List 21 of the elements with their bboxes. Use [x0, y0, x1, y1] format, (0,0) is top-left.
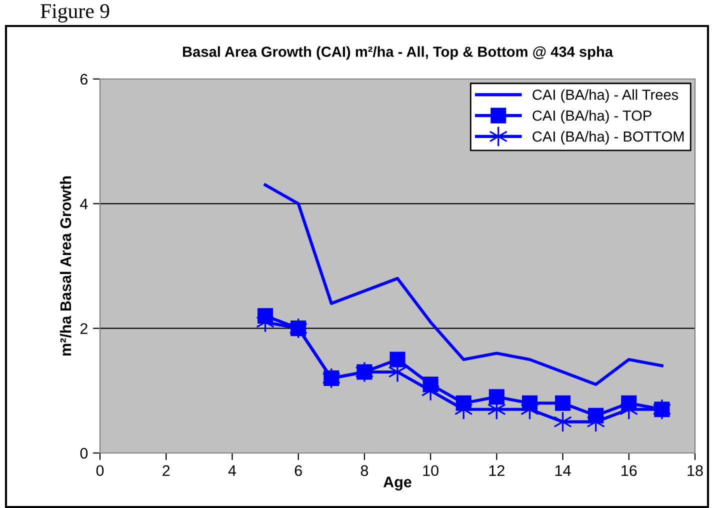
chart-title: Basal Area Growth (CAI) m²/ha - All, Top & Bottom @ 434 spha	[183, 46, 614, 60]
x-tick-label: 14	[555, 465, 571, 476]
y-tick-label: 2	[80, 323, 88, 334]
x-tick-label: 6	[294, 465, 302, 476]
y-axis-title: m²/ha Basal Area Growth	[60, 176, 72, 356]
legend-label: CAI (BA/ha) - TOP	[532, 110, 652, 124]
caption: Figure 9	[40, 4, 110, 22]
y-tick-label: 6	[80, 74, 88, 85]
y-tick-label: 0	[80, 448, 88, 459]
y-tick-label: 4	[80, 198, 88, 210]
x-tick-label: 16	[622, 465, 637, 476]
x-axis-title: Age	[383, 476, 412, 491]
x-tick-label: 4	[228, 465, 236, 476]
x-tick-label: 10	[423, 465, 438, 476]
x-tick-label: 18	[688, 465, 703, 476]
x-tick-label: 8	[360, 465, 368, 476]
x-tick-label: 0	[96, 465, 104, 476]
x-tick-label: 2	[162, 465, 170, 476]
legend-label: CAI (BA/ha) - BOTTOM	[532, 130, 684, 145]
x-tick-label: 12	[489, 465, 504, 476]
legend-label: CAI (BA/ha) - All Trees	[532, 89, 678, 103]
